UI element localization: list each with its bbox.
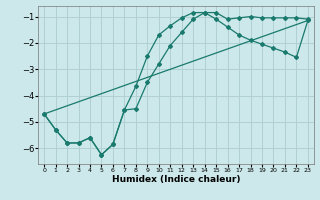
X-axis label: Humidex (Indice chaleur): Humidex (Indice chaleur)	[112, 175, 240, 184]
